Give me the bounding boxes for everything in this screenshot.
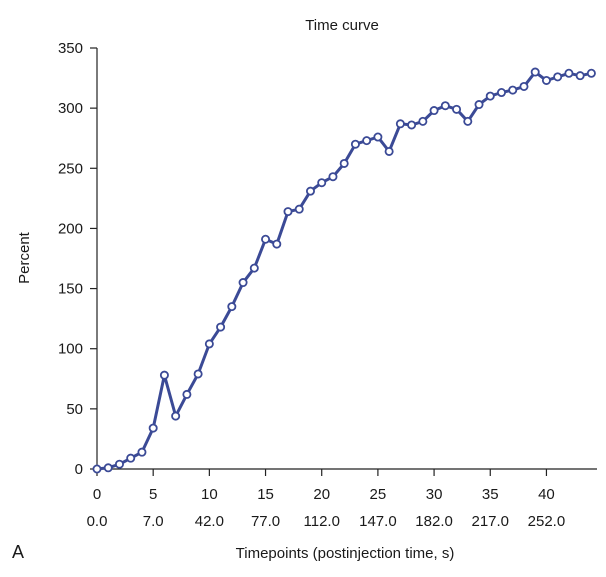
data-point xyxy=(362,136,372,146)
x-tick-time-label: 7.0 xyxy=(143,513,164,530)
data-point xyxy=(126,453,136,463)
panel-label: A xyxy=(12,542,24,562)
axes xyxy=(96,48,597,470)
data-point xyxy=(485,91,495,101)
data-point xyxy=(474,100,484,110)
data-point xyxy=(407,120,417,130)
plot-area xyxy=(92,67,596,474)
y-tick-label: 350 xyxy=(58,40,83,57)
data-point xyxy=(350,139,360,149)
x-tick-label: 15 xyxy=(257,486,274,503)
data-point xyxy=(395,119,405,129)
y-tick-label: 200 xyxy=(58,220,83,237)
x-tick-time-label: 112.0 xyxy=(304,513,340,530)
data-point xyxy=(440,101,450,111)
x-tick-time-label: 77.0 xyxy=(251,513,280,530)
x-tick-time-label: 42.0 xyxy=(195,513,224,530)
data-point xyxy=(238,278,248,288)
data-point xyxy=(384,146,394,156)
data-point xyxy=(564,68,574,78)
data-point xyxy=(148,423,158,433)
data-point xyxy=(182,389,192,399)
x-tick-label: 30 xyxy=(426,486,443,503)
y-tick-label: 50 xyxy=(66,401,83,418)
data-point xyxy=(530,67,540,77)
x-tick-time-label: 147.0 xyxy=(359,513,397,530)
data-point xyxy=(317,178,327,188)
data-point xyxy=(103,463,113,473)
data-point xyxy=(553,72,563,82)
data-point xyxy=(216,322,226,332)
x-tick-time-label: 0.0 xyxy=(87,513,108,530)
data-point xyxy=(261,234,271,244)
data-point xyxy=(418,116,428,126)
x-tick-label: 40 xyxy=(538,486,555,503)
data-point xyxy=(519,81,529,91)
data-point xyxy=(575,71,585,81)
data-point xyxy=(171,411,181,421)
y-tick-label: 100 xyxy=(58,341,83,358)
x-tick-label: 20 xyxy=(313,486,330,503)
data-point xyxy=(508,85,518,95)
data-point xyxy=(339,158,349,168)
data-point xyxy=(463,116,473,126)
data-point xyxy=(305,186,315,196)
data-point xyxy=(193,369,203,379)
series-line xyxy=(96,70,592,471)
y-tick-label: 250 xyxy=(58,160,83,177)
data-point xyxy=(92,464,102,474)
data-point xyxy=(373,132,383,142)
x-tick-label: 0 xyxy=(93,486,101,503)
data-point xyxy=(429,106,439,116)
x-tick-label: 10 xyxy=(201,486,218,503)
data-point xyxy=(496,88,506,98)
data-point xyxy=(114,459,124,469)
x-tick-label: 5 xyxy=(149,486,157,503)
x-tick-time-label: 217.0 xyxy=(471,513,509,530)
chart-title: Time curve xyxy=(305,17,379,34)
data-point xyxy=(272,239,282,249)
ticks: 0 50 100 150 200 250 300 350 0 0.0 5 7.0 10 42.0 15 77.… xyxy=(58,40,565,530)
data-point xyxy=(249,263,259,273)
data-point xyxy=(452,104,462,114)
y-tick-label: 300 xyxy=(58,100,83,117)
data-point xyxy=(137,447,147,457)
x-tick-label: 25 xyxy=(370,486,387,503)
x-axis-label: Timepoints (postinjection time, s) xyxy=(236,545,455,562)
data-point xyxy=(204,339,214,349)
data-point xyxy=(283,207,293,217)
y-axis-label: Percent xyxy=(16,231,33,284)
y-tick-label: 150 xyxy=(58,281,83,298)
data-point xyxy=(586,68,596,78)
data-point xyxy=(227,302,237,312)
data-point xyxy=(328,172,338,182)
data-point xyxy=(294,204,304,214)
x-tick-time-label: 252.0 xyxy=(528,513,566,530)
data-point xyxy=(159,370,169,380)
x-tick-label: 35 xyxy=(482,486,499,503)
data-point xyxy=(541,75,551,85)
x-tick-time-label: 182.0 xyxy=(415,513,453,530)
y-tick-label: 0 xyxy=(75,461,83,478)
